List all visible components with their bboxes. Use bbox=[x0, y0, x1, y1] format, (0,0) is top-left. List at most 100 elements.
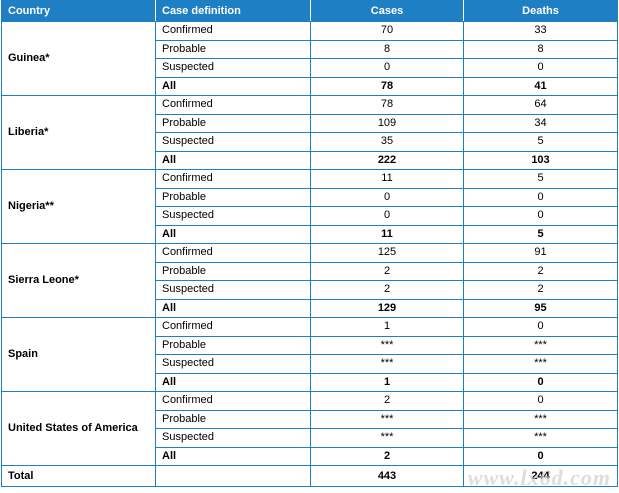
cases-cell: 8 bbox=[310, 39, 464, 59]
table-row: United States of America Confirmed 2 0 bbox=[1, 391, 618, 466]
table-row: All 78 41 bbox=[2, 76, 618, 96]
cases-cell: 78 bbox=[310, 76, 464, 96]
cases-cell: *** bbox=[310, 335, 464, 355]
deaths-cell: 0 bbox=[463, 446, 618, 466]
table-row: Guinea* Confirmed 70 33 bbox=[1, 21, 618, 96]
country-cell: Liberia* bbox=[1, 95, 156, 170]
definition-cell: Suspected bbox=[155, 354, 311, 374]
cases-cell: 1 bbox=[310, 317, 464, 337]
cases-cell: 2 bbox=[310, 446, 464, 466]
table-row: Suspected 0 0 bbox=[2, 58, 618, 78]
cases-cell: 0 bbox=[310, 58, 464, 78]
total-deaths: 244 bbox=[463, 465, 618, 487]
table-row: Probable 109 34 bbox=[2, 113, 618, 133]
deaths-cell: 33 bbox=[463, 21, 618, 41]
definition-cell: Confirmed bbox=[155, 95, 311, 115]
header-deaths: Deaths bbox=[463, 0, 618, 22]
table-row: All 129 95 bbox=[2, 298, 618, 318]
deaths-cell: *** bbox=[463, 354, 618, 374]
definition-cell: All bbox=[155, 372, 311, 392]
table-row: Liberia* Confirmed 78 64 bbox=[1, 95, 618, 170]
definition-cell: Probable bbox=[155, 187, 311, 207]
cases-cell: *** bbox=[310, 409, 464, 429]
definition-cell: Probable bbox=[155, 261, 311, 281]
deaths-cell: 0 bbox=[463, 391, 618, 411]
table-row: Sierra Leone* Confirmed 125 91 bbox=[1, 243, 618, 318]
definition-cell: All bbox=[155, 224, 311, 244]
country-cell: Spain bbox=[1, 317, 156, 392]
country-cell: Guinea* bbox=[1, 21, 156, 96]
definition-cell: Confirmed bbox=[155, 243, 311, 263]
definition-cell: Probable bbox=[155, 409, 311, 429]
cases-cell: 0 bbox=[310, 206, 464, 226]
cases-cell: 70 bbox=[310, 21, 464, 41]
cases-cell: 129 bbox=[310, 298, 464, 318]
table-row: Suspected 0 0 bbox=[2, 206, 618, 226]
cases-cell: 78 bbox=[310, 95, 464, 115]
table-row: Probable *** *** bbox=[2, 335, 618, 355]
cases-cell: 2 bbox=[310, 261, 464, 281]
definition-cell: Confirmed bbox=[155, 391, 311, 411]
deaths-cell: 91 bbox=[463, 243, 618, 263]
deaths-cell: 0 bbox=[463, 317, 618, 337]
deaths-cell: 64 bbox=[463, 95, 618, 115]
cases-cell: 222 bbox=[310, 150, 464, 170]
total-label: Total bbox=[1, 465, 156, 487]
deaths-cell: 95 bbox=[463, 298, 618, 318]
definition-cell: Confirmed bbox=[155, 317, 311, 337]
definition-cell: All bbox=[155, 150, 311, 170]
table-row: All 222 103 bbox=[2, 150, 618, 170]
cases-cell: *** bbox=[310, 354, 464, 374]
deaths-cell: 8 bbox=[463, 39, 618, 59]
deaths-cell: 103 bbox=[463, 150, 618, 170]
definition-cell: Suspected bbox=[155, 206, 311, 226]
cases-cell: 1 bbox=[310, 372, 464, 392]
cases-cell: 2 bbox=[310, 280, 464, 300]
country-cell: Nigeria** bbox=[1, 169, 156, 244]
deaths-cell: 41 bbox=[463, 76, 618, 96]
cases-cell: 0 bbox=[310, 187, 464, 207]
definition-cell: Confirmed bbox=[155, 21, 311, 41]
definition-cell: Suspected bbox=[155, 428, 311, 448]
cases-cell: 35 bbox=[310, 132, 464, 152]
table-row: Suspected *** *** bbox=[2, 354, 618, 374]
country-cell: United States of America bbox=[1, 391, 156, 466]
deaths-cell: 2 bbox=[463, 280, 618, 300]
total-definition bbox=[155, 465, 311, 487]
deaths-cell: 0 bbox=[463, 206, 618, 226]
table-row: Probable 0 0 bbox=[2, 187, 618, 207]
cases-cell: 125 bbox=[310, 243, 464, 263]
definition-cell: All bbox=[155, 446, 311, 466]
definition-cell: Suspected bbox=[155, 132, 311, 152]
deaths-cell: 0 bbox=[463, 187, 618, 207]
deaths-cell: 0 bbox=[463, 58, 618, 78]
cases-cell: *** bbox=[310, 428, 464, 448]
table-row: Nigeria** Confirmed 11 5 bbox=[1, 169, 618, 244]
table-row: All 1 0 bbox=[2, 372, 618, 392]
header-cases: Cases bbox=[310, 0, 464, 22]
definition-cell: All bbox=[155, 298, 311, 318]
table-row: Suspected 35 5 bbox=[2, 132, 618, 152]
table-row: All 11 5 bbox=[2, 224, 618, 244]
deaths-cell: *** bbox=[463, 335, 618, 355]
header-country: Country bbox=[1, 0, 156, 22]
definition-cell: Suspected bbox=[155, 280, 311, 300]
deaths-cell: 34 bbox=[463, 113, 618, 133]
cases-cell: 11 bbox=[310, 169, 464, 189]
total-cases: 443 bbox=[310, 465, 464, 487]
deaths-cell: 5 bbox=[463, 224, 618, 244]
definition-cell: Suspected bbox=[155, 58, 311, 78]
total-row: Total 443 244 bbox=[1, 465, 618, 487]
deaths-cell: 5 bbox=[463, 169, 618, 189]
definition-cell: Probable bbox=[155, 335, 311, 355]
deaths-cell: *** bbox=[463, 409, 618, 429]
table-row: Suspected *** *** bbox=[2, 428, 618, 448]
definition-cell: All bbox=[155, 76, 311, 96]
cases-cell: 2 bbox=[310, 391, 464, 411]
table-row: Spain Confirmed 1 0 bbox=[1, 317, 618, 392]
table-row: All 2 0 bbox=[2, 446, 618, 466]
deaths-cell: 5 bbox=[463, 132, 618, 152]
cases-cell: 109 bbox=[310, 113, 464, 133]
cases-cell: 11 bbox=[310, 224, 464, 244]
